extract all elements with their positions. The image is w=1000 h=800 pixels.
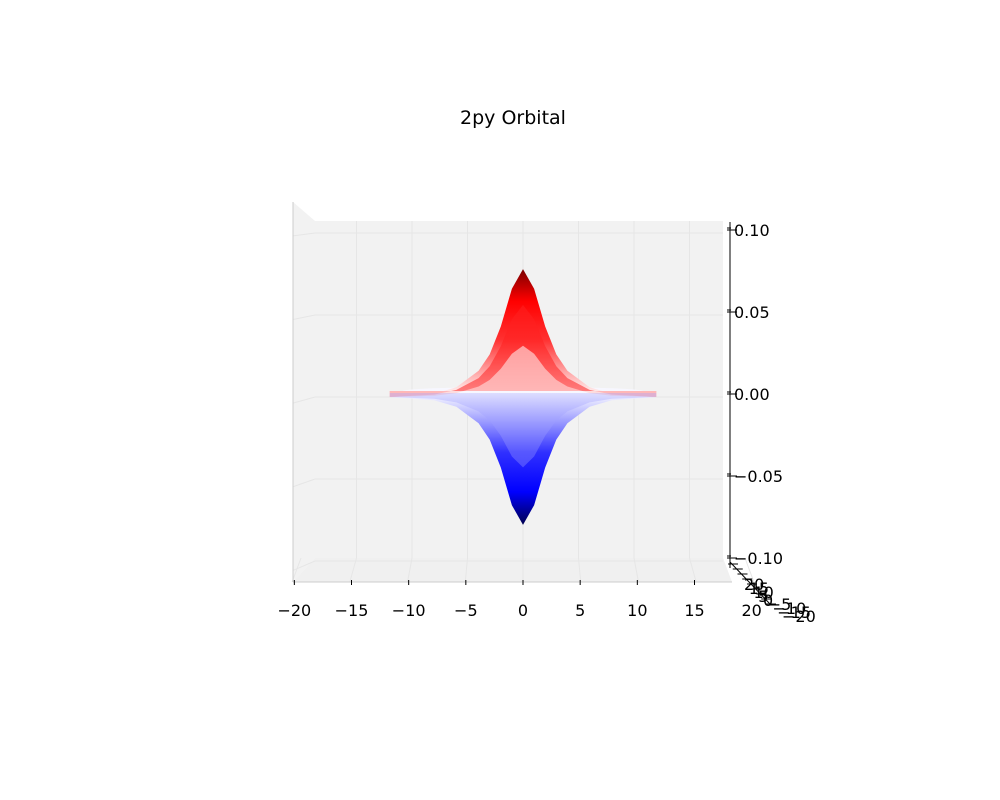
floor-grid-line <box>464 557 468 583</box>
negative-lobe <box>389 393 657 525</box>
x-axis-ticks: −20 −15 −10 −5 0 5 10 15 20 <box>277 580 762 620</box>
floor-grid-line <box>578 557 582 583</box>
z-axis-ticks: 0.10 0.05 0.00 −0.05 −0.10 <box>727 221 783 568</box>
negative-lobe-inner <box>389 393 657 468</box>
z-tick-label: −0.05 <box>734 467 783 486</box>
z-tick-label: 0.00 <box>734 385 770 404</box>
depth-tick-label: 10 <box>754 583 774 602</box>
depth-tick-label: −5 <box>768 595 792 614</box>
orbital-surface <box>389 269 657 525</box>
x-tick-label: 0 <box>518 601 528 620</box>
side-grid-line <box>292 314 316 320</box>
floor-pane <box>293 558 732 582</box>
x-tick-label: −20 <box>277 601 311 620</box>
z-tick-label: 0.05 <box>734 303 770 322</box>
chart-title: 2py Orbital <box>460 107 566 129</box>
x-tick-label: 5 <box>575 601 585 620</box>
floor-grid-line <box>291 557 302 583</box>
z-tick-label: 0.10 <box>734 221 770 240</box>
x-tick-label: −10 <box>392 601 426 620</box>
x-tick-label: 20 <box>741 601 761 620</box>
side-grid-line <box>292 396 316 404</box>
floor-grid-line <box>407 557 413 583</box>
x-tick-label: −15 <box>335 601 369 620</box>
side-grid-line <box>292 478 316 488</box>
depth-tick-label: −15 <box>777 603 811 622</box>
depth-tick-label: 5 <box>758 587 768 606</box>
depth-tick-label: −20 <box>782 607 816 626</box>
side-grid-line <box>292 232 316 237</box>
z-tick-label: −0.10 <box>734 549 783 568</box>
x-tick-label: 15 <box>684 601 704 620</box>
x-tick-label: 10 <box>627 601 647 620</box>
floor-grid-line <box>689 557 697 583</box>
floor-grid-line <box>744 557 755 583</box>
floor-grid-line <box>349 557 357 583</box>
x-tick-label: −5 <box>454 601 478 620</box>
positive-lobe-core <box>389 345 657 397</box>
depth-tick-label: 0 <box>763 591 773 610</box>
depth-tick-label: −10 <box>773 599 807 618</box>
floor-grid-line <box>633 557 639 583</box>
left-pane <box>293 202 315 582</box>
